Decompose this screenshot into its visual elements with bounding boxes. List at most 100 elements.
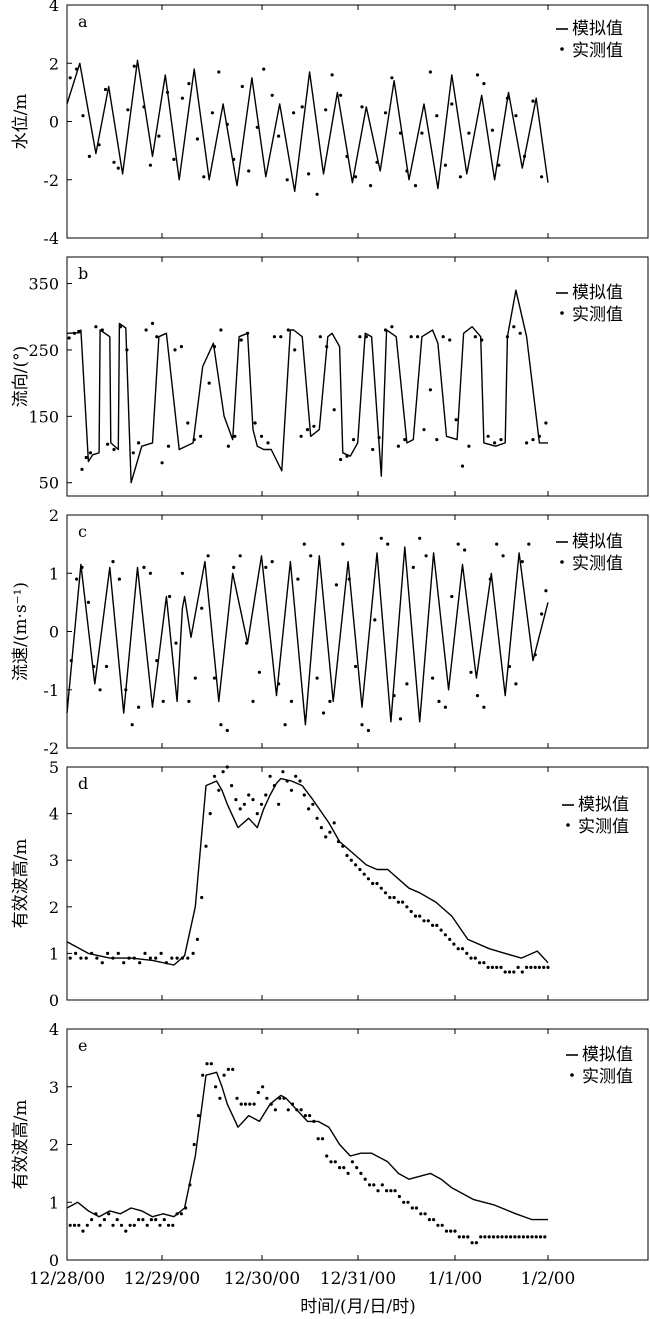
- observed-point: [525, 441, 529, 445]
- y-axis-label: 有效波高/m: [11, 1100, 31, 1190]
- observed-point: [248, 1102, 252, 1106]
- observed-point: [116, 951, 120, 956]
- y-tick-label: 4: [49, 1020, 59, 1039]
- observed-point: [456, 947, 460, 951]
- observed-point: [251, 699, 255, 704]
- observed-point: [200, 606, 204, 610]
- observed-point: [164, 961, 168, 965]
- observed-point: [371, 447, 375, 452]
- observed-point: [259, 802, 264, 806]
- observed-point: [112, 447, 116, 452]
- observed-point: [375, 881, 379, 886]
- observed-point: [145, 1223, 149, 1227]
- observed-point: [401, 900, 405, 904]
- observed-point: [209, 1062, 213, 1066]
- observed-point: [330, 73, 334, 77]
- observed-point: [160, 461, 164, 465]
- observed-point: [303, 1114, 307, 1118]
- observed-point: [529, 965, 533, 970]
- observed-point: [168, 594, 172, 599]
- observed-point: [195, 937, 199, 942]
- observed-point: [166, 1223, 171, 1227]
- observed-point: [358, 867, 362, 872]
- observed-point: [259, 434, 264, 438]
- observed-point: [388, 895, 392, 900]
- observed-point: [419, 1212, 423, 1216]
- observed-point: [332, 408, 336, 412]
- x-tick-label: 12/28/00: [29, 1269, 105, 1289]
- observed-point: [422, 428, 426, 432]
- observed-point: [386, 542, 390, 546]
- observed-point: [517, 1235, 521, 1239]
- observed-point: [226, 1067, 230, 1071]
- observed-point: [161, 699, 165, 704]
- observed-point: [396, 900, 400, 904]
- observed-point: [106, 951, 110, 956]
- observed-point: [531, 438, 535, 442]
- observed-point: [124, 688, 128, 692]
- observed-point: [483, 1235, 487, 1239]
- observed-point: [148, 956, 152, 960]
- observed-point: [320, 1137, 325, 1141]
- observed-point: [202, 175, 206, 179]
- plot-frame: [66, 766, 649, 1001]
- observed-point: [315, 676, 319, 680]
- observed-point: [206, 554, 210, 558]
- legend-sim-label: 模拟值: [578, 795, 629, 815]
- observed-point: [100, 328, 104, 332]
- y-tick-label: 0: [49, 991, 59, 1010]
- observed-point: [253, 421, 257, 425]
- observed-point: [116, 166, 120, 170]
- observed-point: [214, 1085, 218, 1089]
- x-tick-label: 12/30/00: [224, 1269, 300, 1289]
- observed-point: [431, 923, 435, 928]
- observed-point: [521, 1235, 526, 1239]
- observed-point: [402, 1200, 406, 1204]
- observed-point: [262, 67, 266, 71]
- observed-point: [409, 335, 413, 339]
- observed-point: [143, 951, 147, 956]
- observed-point: [416, 335, 420, 339]
- observed-point: [67, 336, 71, 340]
- observed-point: [247, 169, 251, 173]
- observed-point: [507, 664, 512, 669]
- observed-point: [264, 793, 268, 797]
- observed-point: [345, 454, 349, 458]
- observed-point: [302, 542, 306, 546]
- observed-point: [504, 1235, 508, 1239]
- observed-point: [212, 774, 217, 778]
- observed-point: [111, 956, 115, 960]
- observed-point: [479, 1235, 483, 1239]
- observed-point: [150, 321, 155, 325]
- observed-point: [538, 1235, 543, 1239]
- observed-point: [166, 444, 171, 448]
- observed-point: [81, 1229, 85, 1233]
- observed-point: [350, 1160, 354, 1164]
- observed-point: [486, 965, 490, 970]
- observed-point: [423, 1212, 427, 1216]
- observed-point: [380, 1183, 384, 1187]
- observed-point: [514, 114, 518, 118]
- observed-point: [413, 184, 418, 188]
- observed-point: [233, 434, 237, 438]
- observed-point: [533, 653, 537, 657]
- observed-point: [94, 325, 98, 329]
- observed-point: [426, 919, 430, 923]
- observed-point: [351, 438, 356, 442]
- observed-point: [520, 560, 524, 564]
- observed-point: [389, 1189, 393, 1193]
- observed-point: [154, 1218, 158, 1222]
- observed-point: [68, 956, 72, 960]
- y-tick-label: 2: [49, 1136, 59, 1155]
- observed-point: [405, 169, 409, 173]
- observed-point: [238, 554, 242, 558]
- observed-point: [243, 1102, 248, 1106]
- observed-point: [192, 438, 196, 442]
- observed-point: [463, 548, 467, 552]
- observed-point: [154, 956, 158, 960]
- observed-point: [540, 175, 544, 179]
- observed-point: [226, 444, 230, 448]
